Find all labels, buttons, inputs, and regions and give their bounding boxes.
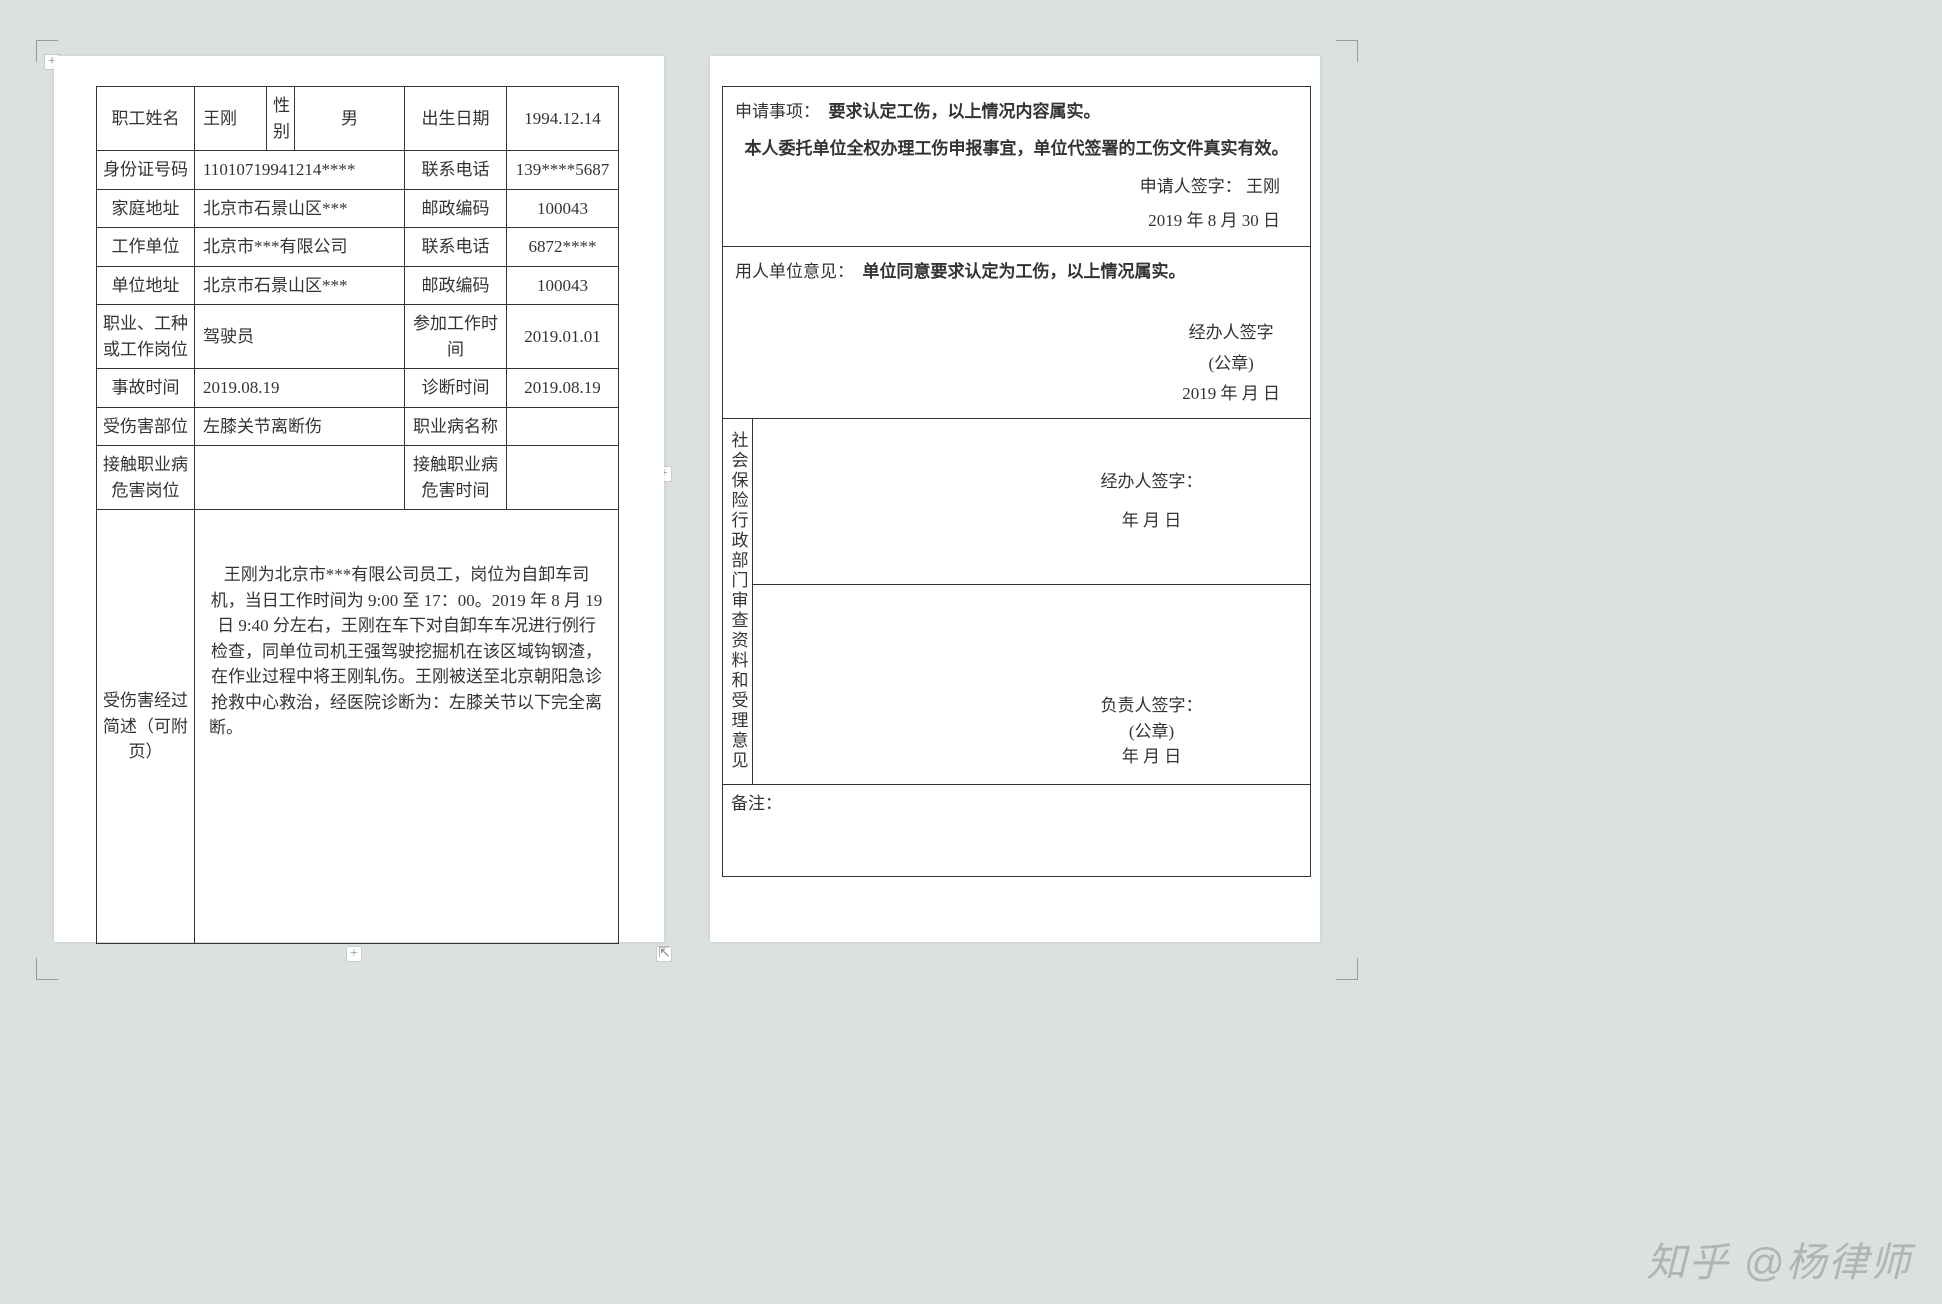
value-idnum: 11010719941214**** (195, 151, 405, 190)
label-unit-phone: 联系电话 (405, 228, 507, 267)
employer-cell: 用人单位意见： 单位同意要求认定为工伤，以上情况属实。 经办人签字 (公章) 2… (723, 246, 1311, 418)
label-gender: 性别 (267, 87, 295, 151)
value-hazard-post (195, 446, 405, 510)
label-unit-addr: 单位地址 (97, 266, 195, 305)
value-home-addr: 北京市石景山区*** (195, 189, 405, 228)
value-accident-time: 2019.08.19 (195, 369, 405, 408)
dept-handler-sig: 经办人签字： (1023, 469, 1280, 495)
value-start-date: 2019.01.01 (507, 305, 619, 369)
watermark: 知乎 @杨律师 (1646, 1230, 1912, 1288)
seal-label: (公章) (1182, 349, 1280, 380)
table-row: 家庭地址 北京市石景山区*** 邮政编码 100043 (97, 189, 619, 228)
table-row: 社会保险行政部门审查资料和受理意见 经办人签字： 年 月 日 (723, 418, 1311, 584)
label-phone: 联系电话 (405, 151, 507, 190)
value-hazard-time (507, 446, 619, 510)
employer-label: 用人单位意见： (735, 262, 854, 281)
page-left: 职工姓名 王刚 性别 男 出生日期 1994.12.14 身份证号码 11010… (54, 56, 664, 942)
table-row: 受伤害经过简述（可附页） 王刚为北京市***有限公司员工，岗位为自卸车司机，当日… (97, 510, 619, 944)
apply-label: 申请事项： (735, 102, 820, 121)
crop-mark-tr (1336, 40, 1358, 62)
label-job: 职业、工种或工作岗位 (97, 305, 195, 369)
value-dob: 1994.12.14 (507, 87, 619, 151)
value-unit-addr: 北京市石景山区*** (195, 266, 405, 305)
dept-leader-seal: (公章) (1023, 719, 1280, 745)
scale-marker: ⇱ (656, 946, 672, 962)
label-occ-disease: 职业病名称 (405, 407, 507, 446)
page-right: 申请事项： 要求认定工伤，以上情况内容属实。 本人委托单位全权办理工伤申报事宜，… (710, 56, 1320, 942)
label-accident-time: 事故时间 (97, 369, 195, 408)
value-gender: 男 (295, 87, 405, 151)
value-occ-disease (507, 407, 619, 446)
table-row: 受伤害部位 左膝关节离断伤 职业病名称 (97, 407, 619, 446)
label-work-unit: 工作单位 (97, 228, 195, 267)
approval-table: 申请事项： 要求认定工伤，以上情况内容属实。 本人委托单位全权办理工伤申报事宜，… (722, 86, 1311, 877)
table-row: 备注： (723, 784, 1311, 876)
label-diagnosis-time: 诊断时间 (405, 369, 507, 408)
value-injury-part: 左膝关节离断伤 (195, 407, 405, 446)
table-row: 事故时间 2019.08.19 诊断时间 2019.08.19 (97, 369, 619, 408)
remark-label: 备注： (731, 794, 782, 813)
label-start-date: 参加工作时间 (405, 305, 507, 369)
handler-sig-label: 经办人签字 (1182, 318, 1280, 349)
table-row: 接触职业病危害岗位 接触职业病危害时间 (97, 446, 619, 510)
applicant-name: 王刚 (1246, 177, 1280, 196)
apply-line1: 要求认定工伤，以上情况内容属实。 (829, 102, 1101, 121)
employee-info-table: 职工姓名 王刚 性别 男 出生日期 1994.12.14 身份证号码 11010… (96, 86, 619, 944)
table-row: 用人单位意见： 单位同意要求认定为工伤，以上情况属实。 经办人签字 (公章) 2… (723, 246, 1311, 418)
table-row: 单位地址 北京市石景山区*** 邮政编码 100043 (97, 266, 619, 305)
applicant-sig-label: 申请人签字： (1140, 177, 1242, 196)
value-unit-postcode: 100043 (507, 266, 619, 305)
table-row: 工作单位 北京市***有限公司 联系电话 6872**** (97, 228, 619, 267)
table-row: 职业、工种或工作岗位 驾驶员 参加工作时间 2019.01.01 (97, 305, 619, 369)
label-hazard-post: 接触职业病危害岗位 (97, 446, 195, 510)
dept-label-cell: 社会保险行政部门审查资料和受理意见 (723, 418, 753, 784)
dept-leader-cell: 负责人签字： (公章) 年 月 日 (753, 584, 1311, 784)
apply-line2: 本人委托单位全权办理工伤申报事宜，单位代签署的工伤文件真实有效。 (735, 129, 1298, 170)
label-postcode: 邮政编码 (405, 189, 507, 228)
table-row: 负责人签字： (公章) 年 月 日 (723, 584, 1311, 784)
crop-mark-br (1336, 958, 1358, 980)
employer-date: 2019 年 月 日 (1182, 379, 1280, 410)
value-phone: 139****5687 (507, 151, 619, 190)
value-diagnosis-time: 2019.08.19 (507, 369, 619, 408)
value-work-unit: 北京市***有限公司 (195, 228, 405, 267)
label-home-addr: 家庭地址 (97, 189, 195, 228)
label-injury-part: 受伤害部位 (97, 407, 195, 446)
applicant-date: 2019 年 8 月 30 日 (735, 204, 1298, 238)
value-postcode: 100043 (507, 189, 619, 228)
dept-handler-cell: 经办人签字： 年 月 日 (753, 418, 1311, 584)
label-summary: 受伤害经过简述（可附页） (97, 510, 195, 944)
remark-cell: 备注： (723, 784, 1311, 876)
value-unit-phone: 6872**** (507, 228, 619, 267)
dept-leader-date: 年 月 日 (1023, 744, 1280, 770)
employer-opinion: 单位同意要求认定为工伤，以上情况属实。 (863, 262, 1186, 281)
table-row: 职工姓名 王刚 性别 男 出生日期 1994.12.14 (97, 87, 619, 151)
table-row: 身份证号码 11010719941214**** 联系电话 139****568… (97, 151, 619, 190)
crop-mark-bl (36, 958, 58, 980)
label-unit-postcode: 邮政编码 (405, 266, 507, 305)
dept-label: 社会保险行政部门审查资料和受理意见 (725, 431, 751, 771)
apply-cell: 申请事项： 要求认定工伤，以上情况内容属实。 本人委托单位全权办理工伤申报事宜，… (723, 87, 1311, 247)
dept-leader-sig: 负责人签字： (1023, 693, 1280, 719)
label-name: 职工姓名 (97, 87, 195, 151)
plus-marker-bottom: + (346, 946, 362, 962)
value-job: 驾驶员 (195, 305, 405, 369)
value-summary: 王刚为北京市***有限公司员工，岗位为自卸车司机，当日工作时间为 9:00 至 … (195, 510, 619, 944)
value-name: 王刚 (195, 87, 267, 151)
dept-handler-date: 年 月 日 (1023, 508, 1280, 534)
label-hazard-time: 接触职业病危害时间 (405, 446, 507, 510)
label-dob: 出生日期 (405, 87, 507, 151)
table-row: 申请事项： 要求认定工伤，以上情况内容属实。 本人委托单位全权办理工伤申报事宜，… (723, 87, 1311, 247)
label-idnum: 身份证号码 (97, 151, 195, 190)
